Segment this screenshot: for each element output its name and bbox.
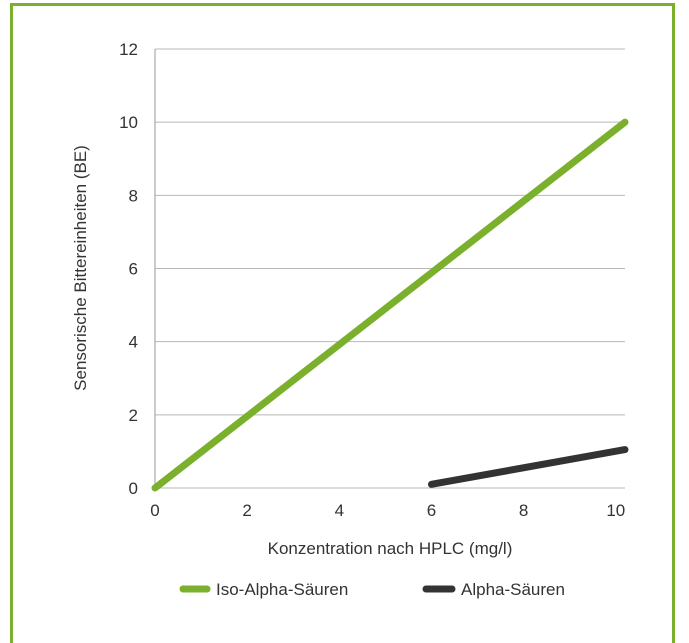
y-tick-label: 12 <box>119 40 138 59</box>
y-tick-label: 4 <box>129 333 138 352</box>
legend: Iso-Alpha-Säuren Alpha-Säuren <box>179 580 565 599</box>
legend-label: Alpha-Säuren <box>461 580 565 599</box>
legend-label: Iso-Alpha-Säuren <box>216 580 348 599</box>
y-tick-label: 10 <box>119 113 138 132</box>
series-lines <box>151 118 629 492</box>
y-axis-title: Sensorische Bittereinheiten (BE) <box>71 145 90 391</box>
grid-lines <box>155 48 625 489</box>
y-tick-label: 0 <box>129 479 138 498</box>
chart-frame <box>10 3 675 643</box>
series-line-iso-alpha-saeuren <box>151 118 629 492</box>
x-tick-label: 8 <box>519 501 528 520</box>
y-tick-label: 8 <box>129 186 138 205</box>
x-tick-labels: 0 2 4 6 8 10 <box>150 501 625 520</box>
series-line-alpha-saeuren <box>427 446 629 488</box>
y-tick-labels: 0 2 4 6 8 10 12 <box>119 40 138 498</box>
x-axis-title: Konzentration nach HPLC (mg/l) <box>268 539 513 558</box>
x-tick-label: 6 <box>427 501 436 520</box>
x-tick-label: 2 <box>242 501 251 520</box>
x-tick-label: 0 <box>150 501 159 520</box>
x-tick-label: 10 <box>606 501 625 520</box>
y-tick-label: 6 <box>129 260 138 279</box>
y-tick-label: 2 <box>129 406 138 425</box>
x-tick-label: 4 <box>335 501 344 520</box>
